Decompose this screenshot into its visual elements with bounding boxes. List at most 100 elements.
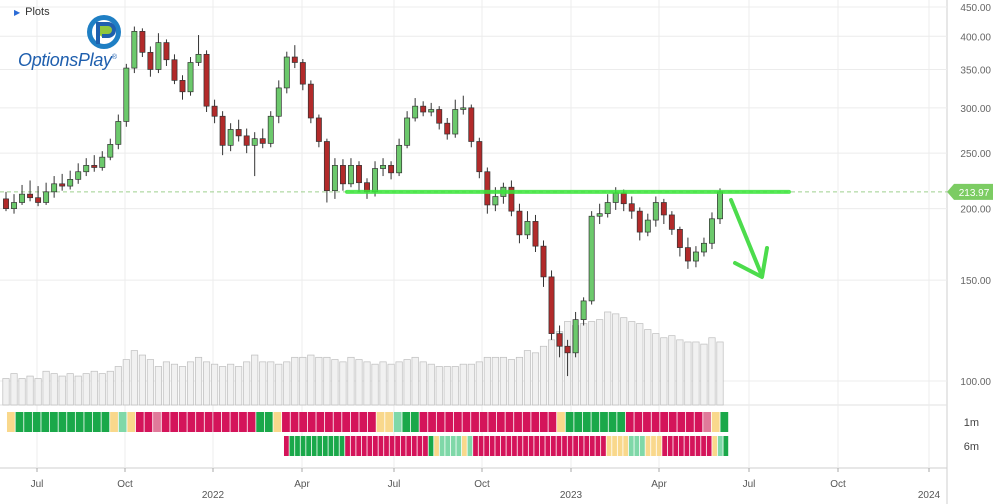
- signal-cell: [339, 436, 345, 456]
- price-axis-label: 350.00: [960, 65, 991, 76]
- signal-cell: [539, 412, 548, 432]
- time-axis-label: Apr: [651, 479, 667, 490]
- candle-up: [701, 242, 707, 253]
- signal-cell: [144, 412, 153, 432]
- signal-cell: [617, 436, 623, 456]
- signal-cell: [307, 412, 316, 432]
- signal-cell: [247, 412, 256, 432]
- signal-cell: [153, 412, 161, 432]
- price-axis-label: 250.00: [960, 149, 991, 160]
- time-axis-label: Jul: [31, 479, 44, 490]
- time-axis-label: Oct: [830, 479, 846, 490]
- signal-cell: [690, 436, 695, 456]
- signal-cell: [395, 436, 401, 456]
- signal-cell: [389, 436, 395, 456]
- candle-up: [412, 105, 419, 119]
- signal-cell: [361, 436, 367, 456]
- signal-cell: [406, 436, 412, 456]
- candle-down: [636, 210, 643, 233]
- volume-bar: [628, 321, 636, 406]
- signal-cell: [58, 412, 67, 432]
- volume-bar: [531, 352, 540, 406]
- signal-cell: [517, 436, 523, 456]
- price-axis-label: 300.00: [960, 104, 991, 115]
- signal-cell: [345, 436, 350, 456]
- signal-cell: [221, 412, 230, 432]
- signal-cell: [350, 436, 356, 456]
- signal-cell: [328, 436, 334, 456]
- signal-cell: [384, 436, 389, 456]
- candle-up: [492, 196, 499, 206]
- signal-cell: [378, 436, 384, 456]
- signal-cell: [400, 436, 406, 456]
- signal-cell: [428, 412, 436, 432]
- candle-up: [75, 171, 82, 180]
- signal-cell: [213, 412, 222, 432]
- signal-cell: [84, 412, 93, 432]
- signal-cell: [717, 436, 723, 456]
- candle-down: [476, 141, 483, 173]
- signal-cell: [178, 412, 187, 432]
- signal-cell: [640, 436, 645, 456]
- volume-bar: [451, 366, 459, 406]
- volume-bar: [483, 356, 491, 406]
- signal-cell: [584, 436, 590, 456]
- signal-cell: [617, 412, 626, 432]
- volume-bar: [106, 370, 114, 406]
- candle-down: [235, 129, 242, 137]
- volume-bar: [427, 363, 435, 406]
- volume-bar: [580, 323, 588, 406]
- signal-cell: [601, 436, 606, 456]
- signal-cell: [514, 412, 522, 432]
- volume-bar: [596, 319, 604, 406]
- signal-cell: [436, 412, 445, 432]
- signal-cell: [356, 436, 362, 456]
- volume-bar: [636, 323, 644, 406]
- time-axis-label: Oct: [474, 479, 490, 490]
- candle-down: [219, 115, 226, 146]
- signal-cell: [317, 436, 323, 456]
- volume-bar: [459, 363, 467, 406]
- volume-bar: [211, 363, 219, 406]
- signal-cell: [456, 436, 462, 456]
- signal-cell: [534, 436, 540, 456]
- candle-down: [620, 192, 627, 205]
- signal-cell: [505, 412, 514, 432]
- candle-up: [99, 156, 106, 168]
- volume-bar: [387, 363, 395, 406]
- signal-cell: [445, 412, 454, 432]
- signal-cell: [712, 436, 718, 456]
- time-axis-label: 2024: [918, 490, 941, 501]
- volume-bar: [130, 350, 138, 406]
- volume-bar: [194, 356, 203, 406]
- signal-cell: [651, 412, 660, 432]
- signal-cell: [359, 412, 368, 432]
- volume-bar: [604, 311, 612, 406]
- volume-bar: [98, 373, 106, 406]
- volume-bar: [700, 343, 708, 406]
- volume-bar: [403, 359, 411, 406]
- plots-toggle-button[interactable]: ▶ Plots: [14, 6, 50, 18]
- signal-cell: [478, 436, 484, 456]
- volume-bar: [539, 345, 548, 406]
- signal-cell: [548, 412, 557, 432]
- volume-bar: [716, 341, 724, 406]
- signal-cell: [428, 436, 434, 456]
- volume-bar: [467, 363, 475, 406]
- signal-cell: [612, 436, 617, 456]
- volume-bar: [708, 337, 716, 406]
- candle-up: [612, 192, 619, 203]
- candle-down: [628, 203, 635, 212]
- last-price-tag-label: 213.97: [959, 188, 990, 199]
- signal-cell: [557, 412, 565, 432]
- signal-cell: [368, 412, 376, 432]
- signal-cell: [161, 412, 170, 432]
- candle-down: [139, 31, 146, 53]
- volume-bar: [612, 313, 620, 406]
- candle-up: [123, 67, 130, 122]
- signal-cell: [539, 436, 545, 456]
- candle-up: [83, 165, 90, 173]
- signal-cell: [110, 412, 118, 432]
- signal-cell: [723, 436, 729, 456]
